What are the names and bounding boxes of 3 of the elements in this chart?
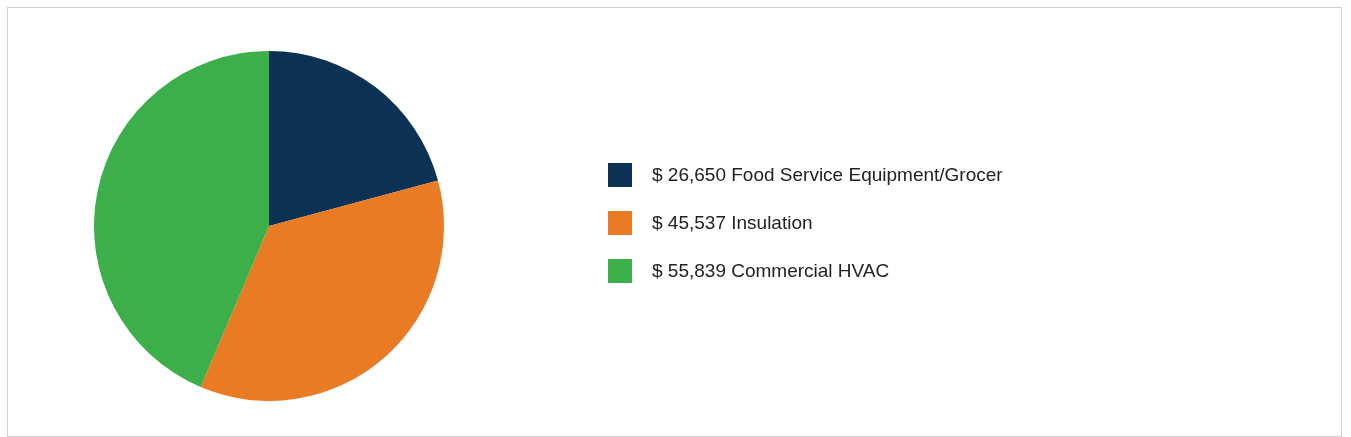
legend-label: $ 55,839 Commercial HVAC (652, 260, 890, 282)
legend-label: $ 26,650 Food Service Equipment/Grocer (652, 164, 1003, 186)
legend-label: $ 45,537 Insulation (652, 212, 813, 234)
